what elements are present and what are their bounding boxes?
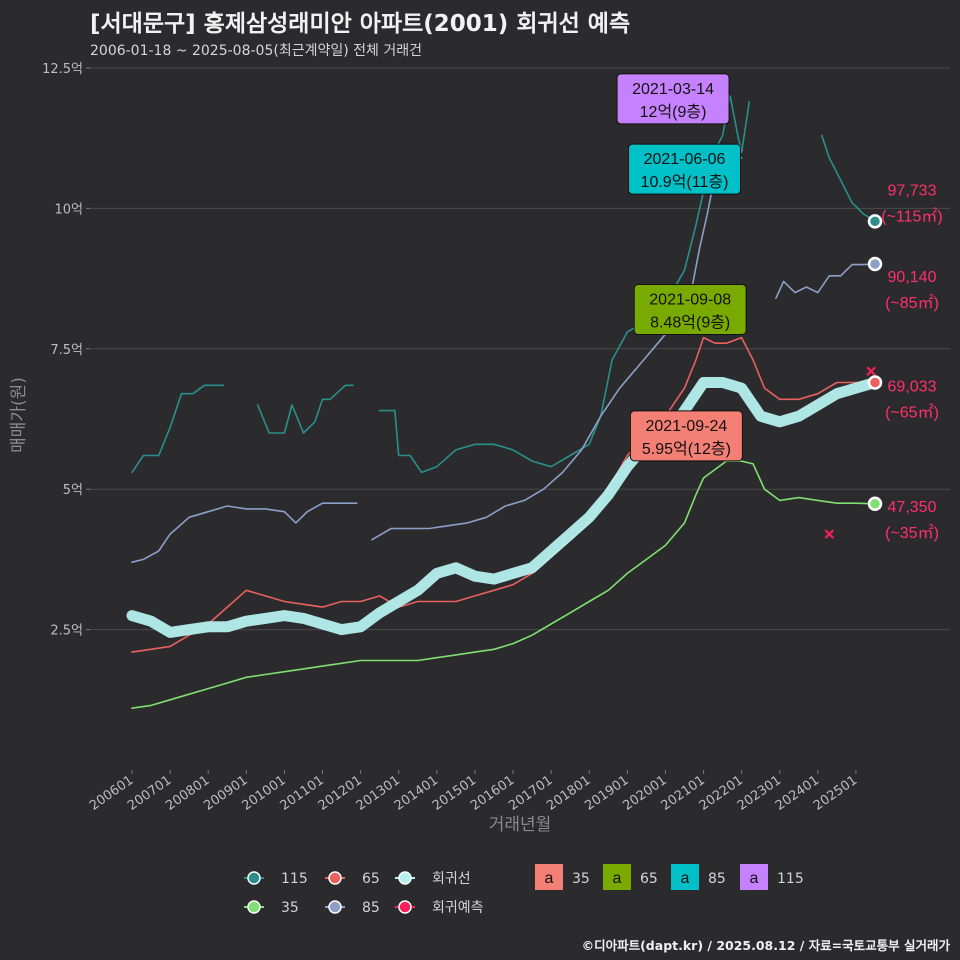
- endpoint-marker: [867, 496, 883, 512]
- series-line-85: [371, 157, 743, 541]
- x-tick-label: 202501: [811, 773, 860, 814]
- legend-annotation-label: 65: [640, 871, 658, 887]
- annotation-date: 2021-09-08: [649, 291, 731, 308]
- chart-subtitle: 2006-01-18 ~ 2025-08-05(최근계약일) 전체 거래건: [90, 43, 422, 59]
- legend-marker-swatch: [247, 900, 261, 914]
- series-line-115: [256, 384, 354, 434]
- y-axis-ticks: 2.5억 5억 7.5억 10억 12.5억: [42, 62, 90, 639]
- annotation-date: 2021-09-24: [645, 418, 727, 435]
- legend-label: 65: [362, 871, 380, 887]
- legend-marker-swatch: [398, 871, 412, 885]
- legend-annotation-glyph: a: [681, 870, 690, 887]
- annotation-date: 2021-06-06: [644, 151, 726, 168]
- legend-annotation-swatch: [603, 864, 631, 890]
- annotation-price: 8.48억(9층): [650, 313, 730, 331]
- series-line-65: [131, 336, 876, 653]
- legend-annotation-label: 85: [708, 871, 726, 887]
- y-axis-title: 매매가(원): [9, 377, 29, 453]
- credit-line: ©디아파트(dapt.kr) / 2025.08.12 / 자료=국토교통부 실…: [581, 938, 950, 953]
- endpoint-area-label: (~65㎡): [885, 403, 939, 421]
- endpoint-marker: [867, 214, 883, 229]
- forecast-mark: [866, 366, 876, 376]
- legend-annotation-glyph: a: [545, 870, 554, 887]
- endpoint-area-label: (~35㎡): [885, 524, 939, 542]
- endpoint-area-label: (~85㎡): [885, 294, 939, 312]
- endpoint-markers: [867, 214, 883, 512]
- legend-label: 회귀선: [432, 871, 471, 887]
- endpoint-value-label: 90,140: [888, 269, 937, 286]
- annotation-date: 2021-03-14: [632, 81, 714, 98]
- annotation-price: 12억(9층): [640, 103, 707, 121]
- endpoint-value-label: 47,350: [888, 499, 937, 516]
- annotation-box: [633, 283, 747, 335]
- forecast-mark: [824, 529, 834, 539]
- legend-annotation-label: 115: [777, 871, 804, 887]
- series-line-115: [131, 384, 225, 474]
- legend-annotation-swatch: [535, 864, 563, 890]
- chart-title: [서대문구] 홍제삼성래미안 아파트(2001) 회귀선 예측: [90, 11, 631, 37]
- annotation-price: 5.95억(12층): [642, 440, 731, 458]
- y-tick-label: 2.5억: [50, 624, 83, 639]
- legend-annotation-swatch: [740, 864, 768, 890]
- legend-marker-swatch: [328, 900, 342, 914]
- series-line-회귀선: [126, 377, 881, 638]
- legend-marker-swatch: [247, 871, 261, 885]
- legend-marker-swatch: [328, 871, 342, 885]
- annotation-price: 10.9억(11층): [641, 173, 729, 191]
- legend-label: 회귀예측: [432, 900, 484, 916]
- endpoint-value-label: 69,033: [888, 378, 937, 395]
- legend-label: 115: [281, 871, 308, 887]
- series-line-85: [775, 263, 876, 300]
- series-line-115: [820, 134, 876, 223]
- legend-annotation-glyph: a: [613, 870, 622, 887]
- y-tick-label: 5억: [63, 483, 83, 498]
- x-axis-title: 거래년월: [489, 815, 552, 835]
- series-line-85: [131, 502, 358, 563]
- grid-lines: [90, 67, 950, 631]
- forecast-marks: [824, 366, 876, 539]
- legend-label: 35: [281, 900, 299, 916]
- legend-annotation-label: 35: [572, 871, 590, 887]
- legend-label: 85: [362, 900, 380, 916]
- annotation-box: [629, 410, 743, 462]
- y-tick-label: 7.5억: [50, 343, 83, 358]
- endpoint-marker: [867, 375, 883, 390]
- legend: 115 65 회귀선 35 85 회귀예측 a 35 a 65 a 85 a 115: [244, 864, 804, 916]
- endpoint-labels: 97,733 (~115㎡) 90,140 (~85㎡) 69,033 (~65㎡) 47,…: [881, 182, 943, 541]
- y-tick-label: 12.5억: [42, 62, 83, 77]
- annotation-box: [627, 143, 741, 195]
- endpoint-value-label: 97,733: [888, 182, 937, 199]
- y-tick-label: 10억: [54, 202, 83, 217]
- series-line-35: [131, 460, 876, 709]
- legend-marker-swatch: [398, 900, 412, 914]
- x-axis-ticks: 2006012007012008012009012010012011012012…: [87, 770, 860, 814]
- endpoint-marker: [867, 256, 883, 272]
- legend-annotation-glyph: a: [750, 870, 759, 887]
- annotation-labels: 2021-03-14 12억(9층) 2021-06-06 10.9억(11층) 202…: [616, 73, 747, 462]
- annotation-box: [616, 73, 730, 125]
- legend-annotation-swatch: [671, 864, 699, 890]
- endpoint-area-label: (~115㎡): [881, 207, 943, 225]
- series-lines: [126, 95, 881, 709]
